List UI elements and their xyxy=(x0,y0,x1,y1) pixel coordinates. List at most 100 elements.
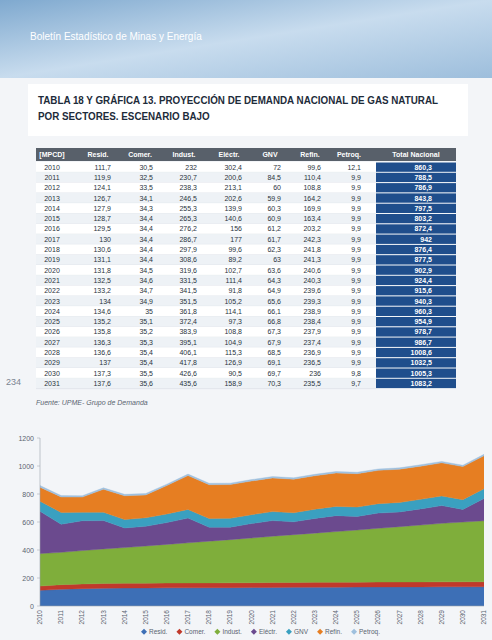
value-cell: 34,1 xyxy=(139,195,153,202)
total-cell-bg xyxy=(376,204,456,213)
value-cell: 276,2 xyxy=(179,225,197,232)
total-cell-bg xyxy=(376,338,456,347)
value-cell: 1005,3 xyxy=(411,370,433,378)
x-tick-label: 2020 xyxy=(248,610,255,625)
value-cell: 9,9 xyxy=(351,287,361,294)
total-cell-bg xyxy=(376,193,456,202)
value-cell: 203,2 xyxy=(303,225,321,232)
x-tick-label: 2021 xyxy=(269,610,276,625)
value-cell: 843,8 xyxy=(414,195,432,203)
value-cell: 61,2 xyxy=(267,225,281,232)
value-cell: 35,1 xyxy=(139,318,153,325)
table-row-bg xyxy=(36,203,456,213)
x-tick-label: 2030 xyxy=(459,610,466,625)
value-cell: 63,6 xyxy=(267,267,281,274)
legend-marker xyxy=(351,629,357,635)
x-tick-label: 2025 xyxy=(353,610,360,625)
year-cell: 2012 xyxy=(44,184,60,191)
value-cell: 169,9 xyxy=(303,205,321,212)
table-row-bg xyxy=(36,214,456,224)
value-cell: 34,4 xyxy=(139,236,153,243)
total-cell-bg xyxy=(376,163,456,172)
table-row-bg xyxy=(36,265,456,275)
value-cell: 9,9 xyxy=(351,174,361,181)
value-cell: 246,5 xyxy=(179,195,197,202)
value-cell: 137,6 xyxy=(93,380,111,387)
y-axis xyxy=(40,438,41,606)
value-cell: 137,3 xyxy=(93,370,111,377)
x-tick-label: 2016 xyxy=(163,610,170,625)
value-cell: 34,3 xyxy=(139,205,153,212)
value-cell: 163,4 xyxy=(303,215,321,222)
value-cell: 164,2 xyxy=(303,195,321,202)
value-cell: 286,7 xyxy=(179,236,197,243)
value-cell: 255,3 xyxy=(179,205,197,212)
total-cell-bg xyxy=(376,276,456,285)
value-cell: 34,7 xyxy=(139,287,153,294)
value-cell: 69,7 xyxy=(267,370,281,377)
total-cell-bg xyxy=(376,317,456,326)
year-cell: 2016 xyxy=(44,225,60,232)
value-cell: 59,9 xyxy=(267,195,281,202)
value-cell: 902,9 xyxy=(414,267,432,275)
value-cell: 876,4 xyxy=(414,246,432,254)
value-cell: 213,1 xyxy=(224,184,242,191)
x-tick-label: 2011 xyxy=(57,610,64,624)
x-tick-label: 2012 xyxy=(78,610,85,625)
table-row-bg xyxy=(36,172,456,182)
value-cell: 942 xyxy=(420,236,432,243)
value-cell: 232 xyxy=(185,164,197,171)
table-row-bg xyxy=(36,368,456,378)
value-cell: 66,1 xyxy=(267,308,281,315)
value-cell: 115,3 xyxy=(225,349,242,356)
table-row-bg xyxy=(36,317,456,327)
table-row-bg xyxy=(36,224,456,234)
x-tick-label: 2018 xyxy=(205,610,212,625)
value-cell: 133,2 xyxy=(93,287,111,294)
page-background xyxy=(0,0,492,640)
total-cell-bg xyxy=(376,235,456,244)
value-cell: 128,7 xyxy=(93,215,111,222)
value-cell: 9,9 xyxy=(351,184,361,191)
total-cell-bg xyxy=(376,348,456,357)
year-cell: 2022 xyxy=(44,287,60,294)
value-cell: 105,2 xyxy=(224,298,242,305)
value-cell: 372,4 xyxy=(179,318,197,325)
value-cell: 65,6 xyxy=(267,298,281,305)
value-cell: 89,2 xyxy=(228,256,242,263)
legend-label: Indust. xyxy=(222,628,242,635)
value-cell: 156 xyxy=(230,225,242,232)
value-cell: 63 xyxy=(273,256,281,263)
total-cell-bg xyxy=(376,307,456,316)
value-cell: 34,9 xyxy=(139,298,153,305)
x-tick-label: 2019 xyxy=(226,610,233,625)
row-separator xyxy=(36,388,376,389)
x-axis xyxy=(40,606,484,607)
title-line: TABLA 18 Y GRÁFICA 13. PROYECCIÓN DE DEM… xyxy=(38,94,438,106)
total-cell-bg xyxy=(376,255,456,264)
value-cell: 68,5 xyxy=(267,349,281,356)
value-cell: 9,9 xyxy=(351,277,361,284)
value-cell: 9,9 xyxy=(351,349,361,356)
table-row-bg xyxy=(36,183,456,193)
value-cell: 61,7 xyxy=(267,236,281,243)
legend-marker xyxy=(176,629,182,635)
value-cell: 136,6 xyxy=(93,349,111,356)
table-row-bg xyxy=(36,286,456,296)
total-cell-bg xyxy=(376,173,456,182)
legend-item: Eléctr. xyxy=(251,628,277,635)
publication-name: Boletín Estadístico de Minas y Energía xyxy=(30,31,202,42)
value-cell: 60 xyxy=(273,184,281,191)
total-cell-bg xyxy=(376,224,456,233)
value-cell: 124,1 xyxy=(93,184,111,191)
year-cell: 2029 xyxy=(44,359,60,366)
value-cell: 238,3 xyxy=(179,184,197,191)
value-cell: 239,6 xyxy=(303,287,321,294)
year-cell: 2014 xyxy=(44,205,60,212)
value-cell: 235,5 xyxy=(303,380,321,387)
value-cell: 265,3 xyxy=(179,215,197,222)
value-cell: 84,5 xyxy=(267,174,281,181)
value-cell: 134,6 xyxy=(93,308,111,315)
value-cell: 9,9 xyxy=(351,267,361,274)
column-header: Refin. xyxy=(300,151,320,158)
